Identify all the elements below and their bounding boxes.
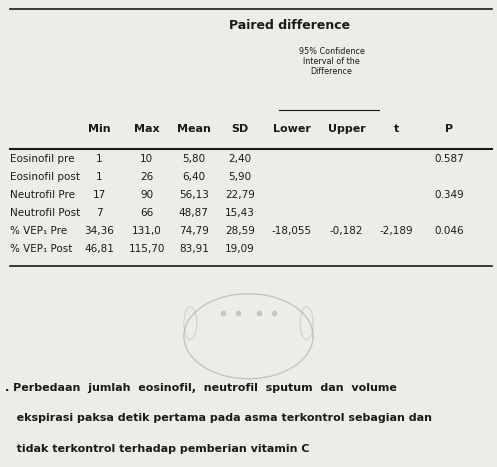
- Text: 26: 26: [140, 172, 153, 182]
- Text: 2,40: 2,40: [229, 154, 251, 164]
- Text: 7: 7: [96, 208, 103, 218]
- Text: Neutrofil Post: Neutrofil Post: [10, 208, 80, 218]
- Text: Paired difference: Paired difference: [229, 19, 350, 32]
- Text: SD: SD: [232, 124, 248, 134]
- Text: 5,80: 5,80: [182, 154, 205, 164]
- Text: ekspirasi paksa detik pertama pada asma terkontrol sebagian dan: ekspirasi paksa detik pertama pada asma …: [5, 413, 432, 423]
- Text: 74,79: 74,79: [179, 226, 209, 236]
- Text: 90: 90: [140, 190, 153, 200]
- Text: 1: 1: [96, 154, 103, 164]
- Text: % VEP₁ Pre: % VEP₁ Pre: [10, 226, 67, 236]
- Text: tidak terkontrol terhadap pemberian vitamin C: tidak terkontrol terhadap pemberian vita…: [5, 444, 310, 453]
- Text: 17: 17: [93, 190, 106, 200]
- Text: t: t: [394, 124, 399, 134]
- Text: 28,59: 28,59: [225, 226, 255, 236]
- Text: 0.046: 0.046: [434, 226, 464, 236]
- Text: . Perbedaan  jumlah  eosinofil,  neutrofil  sputum  dan  volume: . Perbedaan jumlah eosinofil, neutrofil …: [5, 383, 397, 393]
- Text: Min: Min: [88, 124, 111, 134]
- Text: -0,182: -0,182: [330, 226, 363, 236]
- Text: 56,13: 56,13: [179, 190, 209, 200]
- Text: 0.587: 0.587: [434, 154, 464, 164]
- Text: Eosinofil pre: Eosinofil pre: [10, 154, 75, 164]
- Text: Neutrofil Pre: Neutrofil Pre: [10, 190, 75, 200]
- Text: 22,79: 22,79: [225, 190, 255, 200]
- Text: 46,81: 46,81: [84, 244, 114, 254]
- Text: Lower: Lower: [273, 124, 311, 134]
- Text: 0.349: 0.349: [434, 190, 464, 200]
- Text: 10: 10: [140, 154, 153, 164]
- Text: % VEP₁ Post: % VEP₁ Post: [10, 244, 73, 254]
- Text: 19,09: 19,09: [225, 244, 255, 254]
- Text: 66: 66: [140, 208, 153, 218]
- Text: Mean: Mean: [177, 124, 211, 134]
- Text: 48,87: 48,87: [179, 208, 209, 218]
- Text: -2,189: -2,189: [379, 226, 413, 236]
- Text: 15,43: 15,43: [225, 208, 255, 218]
- Text: -18,055: -18,055: [272, 226, 312, 236]
- Text: 131,0: 131,0: [132, 226, 162, 236]
- Text: 83,91: 83,91: [179, 244, 209, 254]
- Text: 95% Confidence
Interval of the
Difference: 95% Confidence Interval of the Differenc…: [299, 47, 364, 77]
- Text: 5,90: 5,90: [229, 172, 251, 182]
- Text: P: P: [445, 124, 453, 134]
- Text: Upper: Upper: [328, 124, 365, 134]
- Text: 1: 1: [96, 172, 103, 182]
- Text: Max: Max: [134, 124, 160, 134]
- Text: Eosinofil post: Eosinofil post: [10, 172, 80, 182]
- Text: 115,70: 115,70: [128, 244, 165, 254]
- Text: 6,40: 6,40: [182, 172, 205, 182]
- Text: 34,36: 34,36: [84, 226, 114, 236]
